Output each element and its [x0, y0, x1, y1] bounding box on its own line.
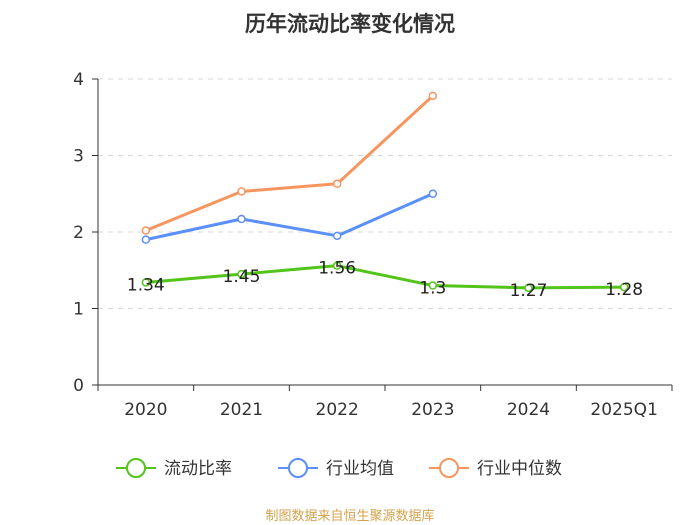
axes: 0 1 2 3 4 2020 2021 2022 2023 2024 2025Q1	[73, 70, 673, 420]
series-1	[141, 189, 438, 244]
y-tick-label: 3	[73, 147, 84, 167]
data-point	[237, 269, 246, 279]
data-point	[619, 282, 629, 292]
data-point	[237, 214, 246, 224]
series-2	[141, 91, 438, 235]
x-tick-label: 2022	[316, 400, 359, 420]
data-label: 1.3	[419, 279, 446, 299]
x-tick-label: 2025Q1	[590, 400, 657, 420]
data-label: 1.56	[318, 259, 356, 279]
data-label: 1.28	[605, 280, 643, 300]
data-point	[332, 179, 342, 189]
data-label: 1.27	[510, 281, 548, 301]
x-tick-label: 2023	[411, 400, 454, 420]
series-line	[145, 192, 434, 242]
data-point	[332, 261, 342, 270]
x-tick-label: 2024	[507, 400, 550, 420]
legend-label: 行业均值	[326, 459, 394, 479]
data-point	[524, 283, 533, 293]
data-labels: 1.34 1.45 1.56 1.3 1.27 1.28	[127, 259, 643, 301]
x-tick-label: 2021	[220, 400, 263, 420]
data-point	[141, 226, 151, 235]
legend-item: 流动比率	[116, 458, 232, 479]
x-tick-label: 2020	[124, 400, 167, 420]
data-point	[141, 278, 151, 287]
y-tick-label: 1	[73, 300, 84, 320]
legend-marker	[439, 458, 459, 478]
series-layer	[141, 91, 629, 293]
data-point	[428, 189, 438, 198]
y-tick-label: 2	[73, 223, 84, 243]
chart-title: 历年流动比率变化情况	[245, 12, 455, 36]
legend-marker	[126, 458, 146, 478]
y-tick-label: 4	[73, 70, 84, 90]
source-note: 制图数据来自恒生聚源数据库	[265, 508, 434, 524]
legend-marker	[288, 458, 308, 478]
data-point	[237, 187, 246, 196]
data-point	[141, 235, 151, 244]
legend-item: 行业均值	[278, 458, 394, 479]
data-label: 1.34	[127, 275, 165, 295]
series-0	[141, 261, 629, 293]
legend-label: 行业中位数	[477, 459, 562, 479]
y-tick-label: 0	[73, 376, 84, 396]
series-line	[145, 94, 434, 232]
data-point	[332, 231, 342, 241]
series-line	[145, 264, 625, 290]
data-point	[428, 91, 438, 101]
legend: 流动比率 行业均值 行业中位数	[116, 458, 562, 479]
legend-label: 流动比率	[164, 459, 232, 479]
data-label: 1.45	[223, 267, 261, 287]
data-point	[428, 281, 438, 290]
legend-item: 行业中位数	[429, 458, 562, 479]
